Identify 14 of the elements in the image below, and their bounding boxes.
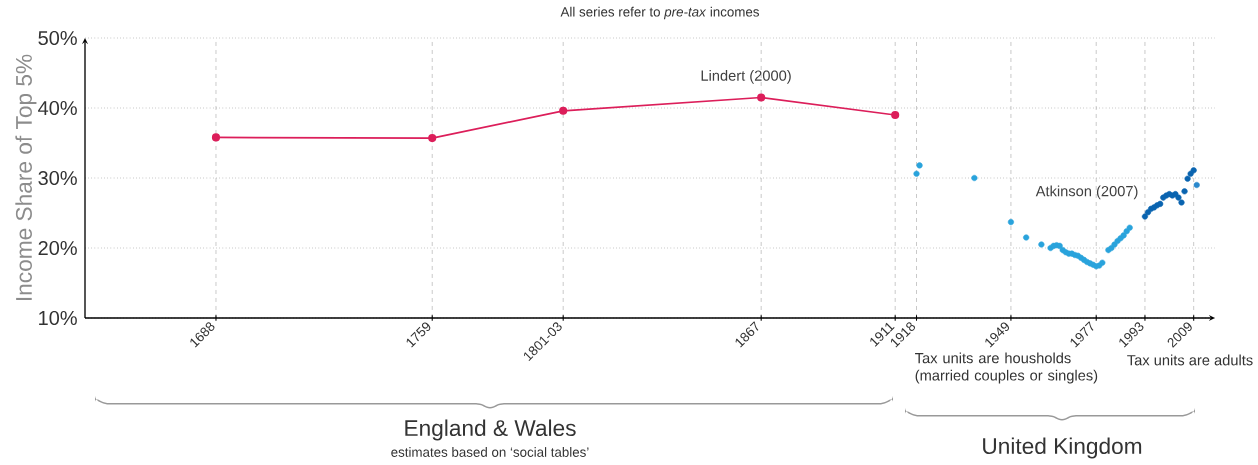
y-tick-label: 20% bbox=[38, 240, 77, 256]
text: estimates based on ‘social tables’ bbox=[391, 447, 589, 457]
text: Tax units are housholds (married couples or singles) bbox=[915, 352, 1098, 384]
text: England & Wales bbox=[405, 419, 576, 441]
y-axis-title: Income Share of Top 5% bbox=[15, 54, 37, 301]
series-label: Lindert (2000) bbox=[701, 70, 791, 84]
text: United Kingdom bbox=[983, 437, 1142, 459]
series-label: Atkinson (2007) bbox=[1035, 185, 1138, 200]
text: Tax units are adults bbox=[1127, 354, 1253, 366]
y-tick-label: 40% bbox=[38, 100, 77, 116]
y-tick-label: 50% bbox=[38, 30, 77, 46]
chart-title: All series refer to pre-tax incomes bbox=[560, 6, 760, 20]
y-tick-label: 30% bbox=[38, 170, 77, 186]
y-tick-label: 10% bbox=[39, 310, 77, 326]
